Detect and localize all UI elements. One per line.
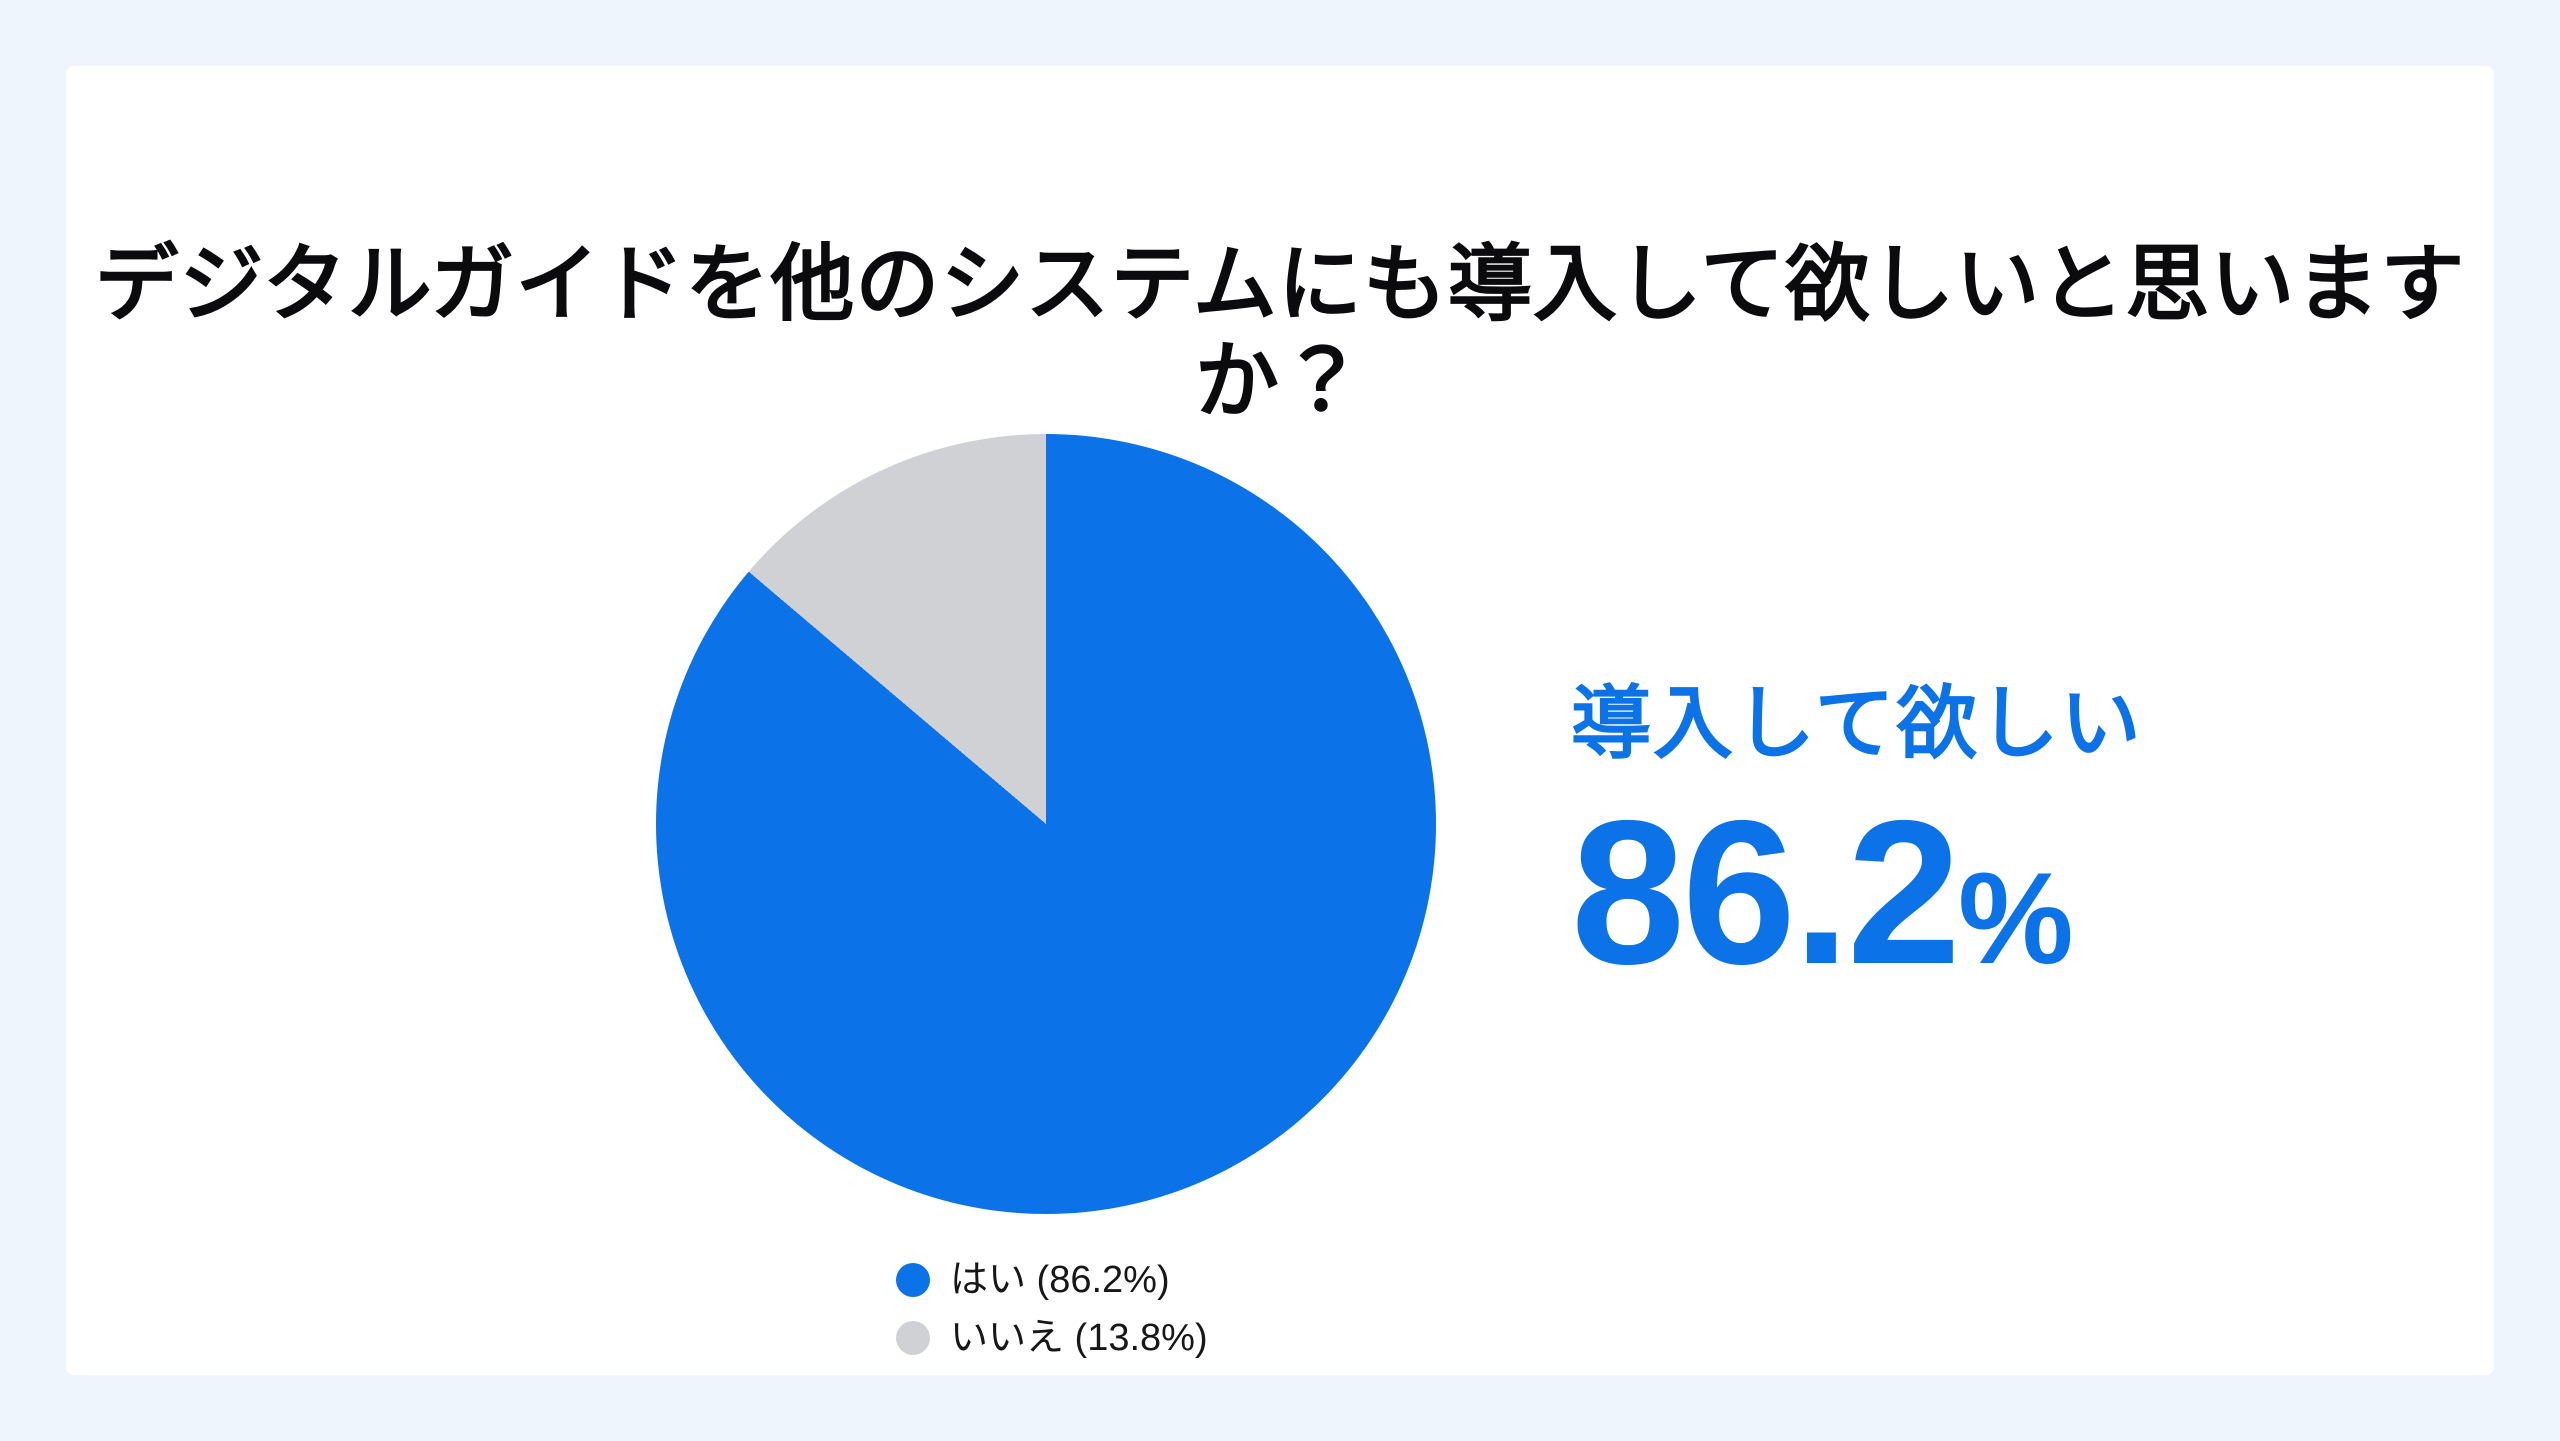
- legend-dot-no-icon: [896, 1321, 930, 1355]
- legend: はい (86.2%) いいえ (13.8%): [896, 1258, 1208, 1360]
- legend-dot-yes-icon: [896, 1263, 930, 1297]
- highlight-value-number: 86.2: [1571, 778, 1961, 1007]
- chart-title: デジタルガイドを他のシステムにも導入して欲しいと思いますか？: [94, 237, 2466, 428]
- legend-label-yes: はい (86.2%): [950, 1259, 1170, 1301]
- legend-item-yes: はい (86.2%): [896, 1258, 1208, 1302]
- highlight-label: 導入して欲しい: [1571, 679, 2143, 768]
- pie-chart: [656, 434, 1436, 1214]
- highlight-value-unit: %: [1958, 845, 2074, 991]
- highlight-block: 導入して欲しい 86.2%: [1571, 679, 2143, 996]
- chart-card: デジタルガイドを他のシステムにも導入して欲しいと思いますか？ はい (86.2%…: [66, 66, 2494, 1375]
- legend-label-no: いいえ (13.8%): [950, 1317, 1208, 1359]
- legend-item-no: いいえ (13.8%): [896, 1316, 1208, 1360]
- highlight-value: 86.2%: [1571, 790, 2143, 995]
